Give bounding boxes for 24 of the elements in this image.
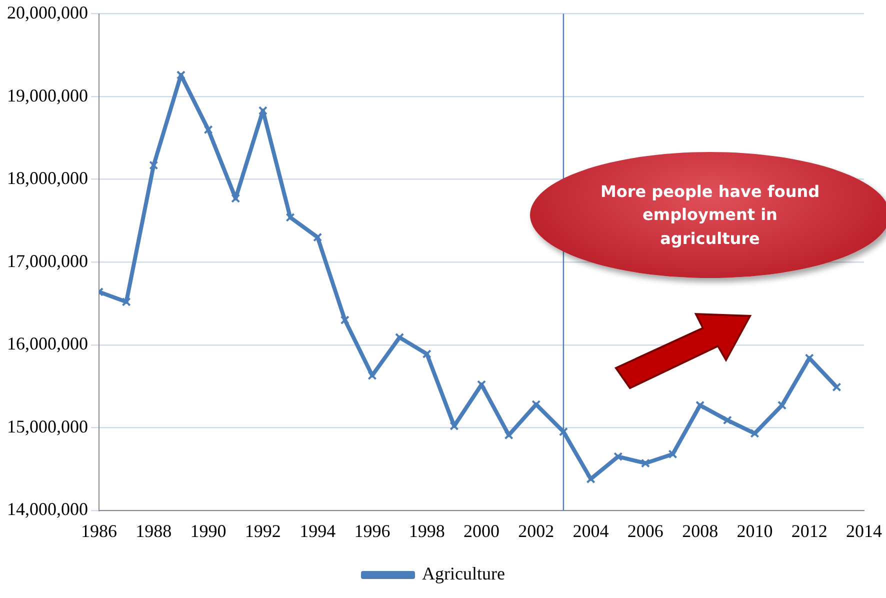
x-tick-label: 2010 [736, 520, 773, 541]
x-tick-label: 1992 [244, 520, 281, 541]
x-tick-label: 1986 [81, 520, 117, 541]
x-tick-label: 2002 [518, 520, 554, 541]
y-tick-label: 14,000,000 [7, 499, 88, 520]
x-tick-label: 1994 [300, 520, 336, 541]
x-tick-label: 2006 [627, 520, 664, 541]
x-tick-label: 2014 [846, 520, 882, 541]
y-tick-label: 20,000,000 [7, 2, 88, 23]
x-tick-label: 2000 [464, 520, 500, 541]
ellipse-callout: More people have found employment in agriculture [530, 152, 886, 278]
y-tick-label: 17,000,000 [7, 250, 88, 271]
legend-label: Agriculture [422, 564, 505, 584]
x-tick-label: 1988 [136, 520, 172, 541]
x-tick-label: 2004 [572, 520, 609, 541]
y-tick-label: 19,000,000 [7, 85, 88, 106]
y-tick-label: 16,000,000 [7, 334, 88, 354]
x-tick-label: 2008 [682, 520, 718, 541]
x-tick-label: 1998 [408, 520, 445, 541]
x-tick-label: 2012 [791, 520, 828, 541]
x-tick-label: 1990 [190, 520, 226, 541]
y-tick-label: 15,000,000 [7, 416, 88, 436]
y-tick-label: 18,000,000 [7, 168, 88, 188]
x-tick-label: 1996 [354, 520, 390, 541]
